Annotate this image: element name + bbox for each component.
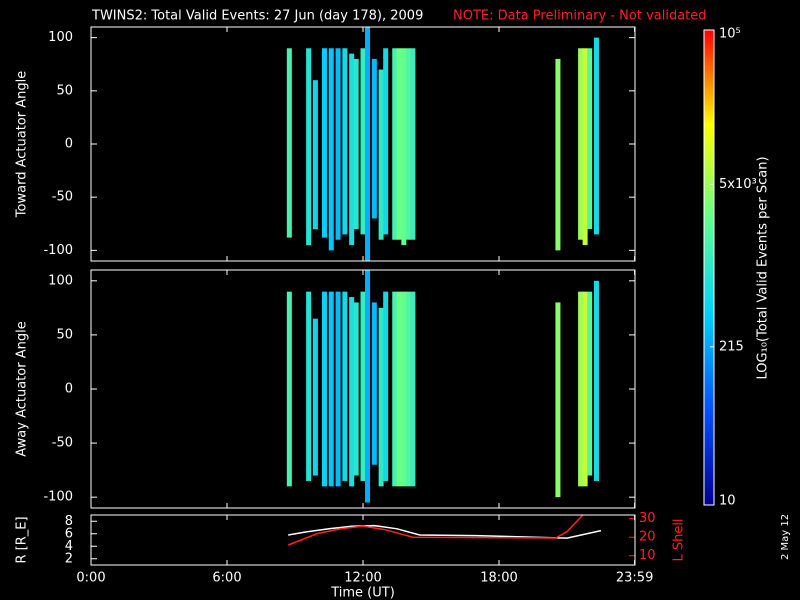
stripe (349, 297, 355, 487)
y-tick-label: -100 (43, 490, 73, 505)
y-tick-label: 0 (65, 382, 73, 397)
colorbar-tick-label: 10 (719, 494, 736, 509)
stripe (312, 80, 318, 230)
colorbar-tick-label: 5x10³ (719, 177, 757, 192)
y2-tick-label: 20 (639, 530, 656, 545)
stripe (587, 48, 593, 230)
x-tick-label: 6:00 (212, 571, 241, 586)
stripe (582, 291, 588, 487)
stripe (286, 291, 292, 487)
stripe (401, 48, 407, 246)
x-label: Time (UT) (330, 586, 395, 600)
colorbar (703, 29, 715, 506)
stripe (365, 270, 371, 503)
stripe (365, 27, 371, 261)
stripe (360, 48, 366, 235)
stripe (378, 307, 384, 487)
y-tick-label: 8 (65, 514, 73, 529)
y-tick-label: 4 (65, 539, 73, 554)
note: NOTE: Data Preliminary - Not validated (453, 9, 707, 24)
y-tick-label: 100 (48, 30, 73, 45)
line (287, 514, 584, 546)
stripe (392, 48, 398, 240)
stripe (342, 48, 348, 235)
colorbar-label: LOG₁₀(Total Valid Events per Scan) (756, 156, 771, 379)
y-tick-label: 2 (65, 551, 73, 566)
stripe (286, 48, 292, 238)
stripe (306, 291, 312, 481)
stripe (328, 48, 334, 251)
stripe (383, 291, 389, 481)
stripe (353, 58, 359, 230)
x-tick-label: 12:00 (344, 571, 381, 586)
stripe (378, 69, 384, 240)
stripe (578, 291, 584, 487)
stripe (587, 291, 593, 476)
stripe (360, 291, 366, 481)
stripe (593, 280, 599, 481)
colorbar-tick-label: 215 (719, 339, 744, 354)
y-tick-label: 100 (48, 273, 73, 288)
stripe (321, 48, 327, 238)
y-tick-label: 50 (56, 83, 73, 98)
y2-tick-label: 10 (639, 548, 656, 563)
stripe (405, 291, 411, 487)
chart-title: TWINS2: Total Valid Events: 27 Jun (day … (91, 9, 423, 24)
x-tick-label: 18:00 (480, 571, 517, 586)
stripe (353, 302, 359, 476)
stripe (401, 291, 407, 487)
x-tick-label: 23:59 (616, 571, 653, 586)
y-label: R [R_E] (15, 516, 30, 563)
y-tick-label: -50 (52, 436, 73, 451)
y-tick-label: 0 (65, 137, 73, 152)
stripe (371, 58, 377, 219)
y-tick-label: -100 (43, 243, 73, 258)
stripe (578, 48, 584, 240)
y-tick-label: -50 (52, 190, 73, 205)
stripe (335, 48, 341, 240)
stripe (383, 48, 389, 235)
stripe (555, 58, 561, 251)
stripe (342, 291, 348, 481)
stripe (392, 291, 398, 487)
y2-tick-label: 30 (639, 511, 656, 526)
y-label: Toward Actuator Angle (15, 71, 30, 218)
stripe (396, 48, 402, 240)
colorbar-tick-label: 10⁵ (719, 27, 741, 42)
y-label: Away Actuator Angle (15, 321, 30, 456)
stripe (335, 291, 341, 487)
stripe (396, 291, 402, 487)
stripe (555, 302, 561, 498)
stripe (321, 291, 327, 487)
y-tick-label: 6 (65, 526, 73, 541)
y2-label: L Shell (672, 518, 687, 561)
stripe (328, 291, 334, 487)
x-tick-label: 0:00 (76, 571, 105, 586)
stripe (405, 48, 411, 240)
side-note: 2 May 12 (780, 514, 791, 560)
y-tick-label: 50 (56, 327, 73, 342)
stripe (410, 291, 416, 487)
stripe (410, 48, 416, 240)
stripe (593, 37, 599, 235)
stripe (371, 302, 377, 465)
stripe (306, 48, 312, 246)
stripe (582, 48, 588, 246)
stripe (349, 53, 355, 246)
stripe (312, 318, 318, 476)
